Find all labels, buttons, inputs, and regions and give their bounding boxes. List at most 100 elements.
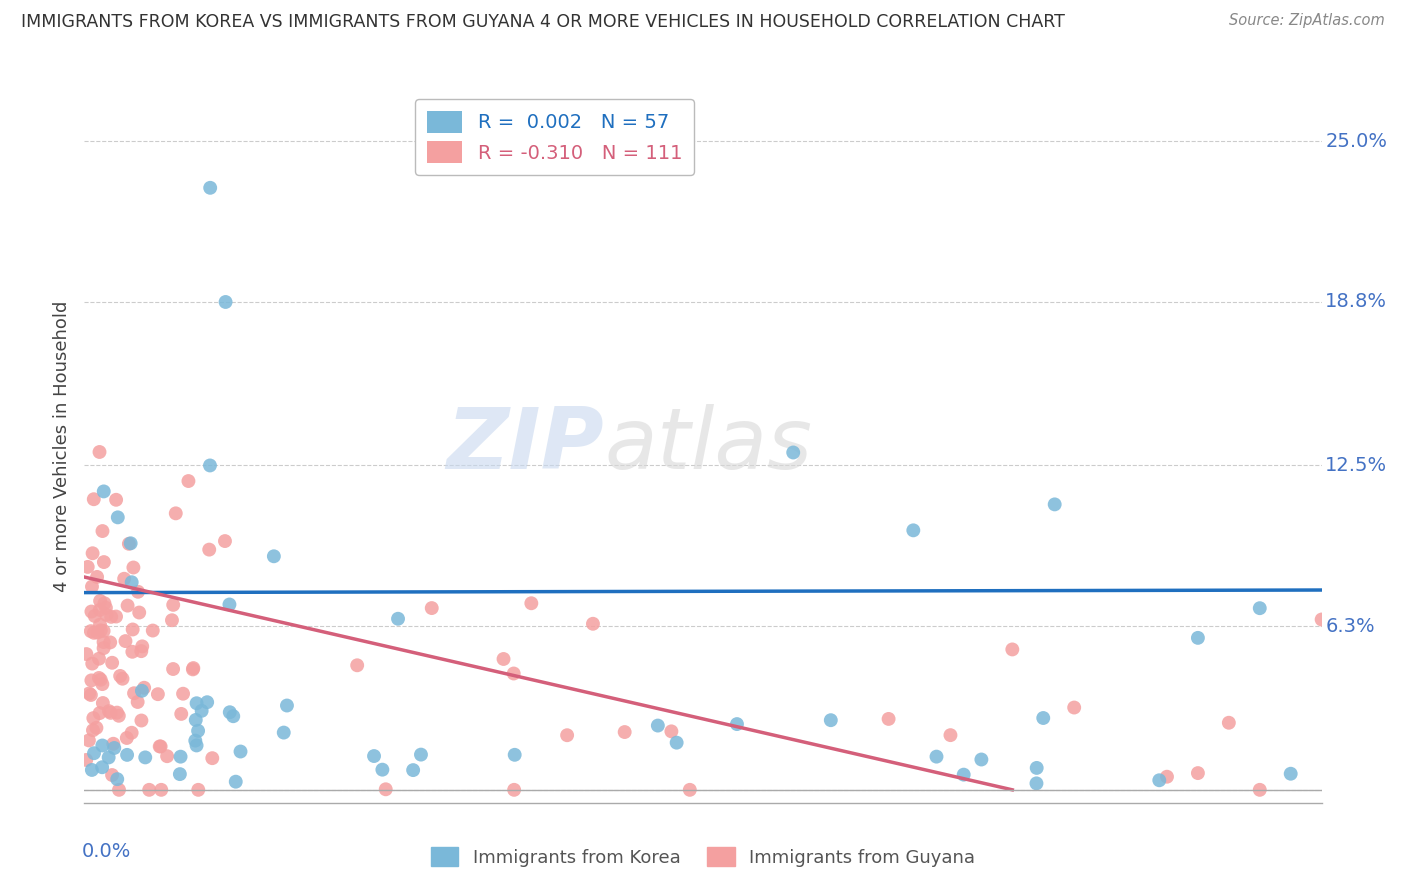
Point: [1218, 715, 1240, 730]
Point: [114, 634, 136, 648]
Point: [387, 612, 409, 626]
Point: [420, 601, 443, 615]
Point: [186, 739, 208, 753]
Point: [184, 733, 207, 747]
Point: [93, 635, 115, 649]
Text: 0.0%: 0.0%: [82, 842, 131, 861]
Point: [820, 713, 842, 727]
Point: [409, 747, 432, 762]
Point: [214, 295, 236, 310]
Point: [75, 753, 97, 767]
Point: [76, 560, 98, 574]
Point: [82, 723, 104, 738]
Point: [82, 657, 104, 671]
Point: [939, 728, 962, 742]
Text: 6.3%: 6.3%: [1326, 617, 1375, 636]
Text: 18.8%: 18.8%: [1326, 293, 1388, 311]
Point: [97, 750, 120, 764]
Point: [925, 749, 948, 764]
Point: [105, 609, 128, 624]
Point: [121, 725, 143, 739]
Point: [89, 617, 111, 632]
Point: [100, 610, 122, 624]
Point: [77, 733, 100, 747]
Text: 12.5%: 12.5%: [1326, 456, 1388, 475]
Point: [86, 570, 108, 584]
Point: [103, 741, 125, 756]
Point: [181, 662, 204, 676]
Point: [1043, 497, 1066, 511]
Point: [187, 782, 209, 797]
Point: [105, 492, 128, 507]
Point: [1025, 761, 1047, 775]
Point: [138, 782, 160, 797]
Point: [105, 772, 128, 786]
Point: [276, 698, 298, 713]
Point: [186, 696, 208, 710]
Point: [1249, 782, 1271, 797]
Point: [91, 524, 114, 538]
Point: [503, 782, 526, 797]
Point: [160, 613, 183, 627]
Point: [90, 673, 112, 687]
Point: [127, 695, 149, 709]
Point: [1032, 711, 1054, 725]
Point: [111, 672, 134, 686]
Point: [162, 598, 184, 612]
Point: [402, 763, 425, 777]
Point: [647, 718, 669, 732]
Point: [952, 767, 974, 781]
Legend: Immigrants from Korea, Immigrants from Guyana: Immigrants from Korea, Immigrants from G…: [423, 840, 983, 874]
Point: [93, 624, 115, 638]
Point: [162, 662, 184, 676]
Point: [150, 782, 173, 797]
Point: [83, 609, 105, 624]
Point: [112, 572, 135, 586]
Text: IMMIGRANTS FROM KOREA VS IMMIGRANTS FROM GUYANA 4 OR MORE VEHICLES IN HOUSEHOLD : IMMIGRANTS FROM KOREA VS IMMIGRANTS FROM…: [21, 13, 1064, 31]
Point: [198, 458, 221, 473]
Point: [89, 603, 111, 617]
Point: [225, 774, 247, 789]
Point: [970, 752, 993, 766]
Point: [1063, 700, 1085, 714]
Point: [149, 739, 172, 754]
Point: [127, 584, 149, 599]
Point: [89, 706, 111, 720]
Point: [169, 767, 191, 781]
Point: [89, 445, 111, 459]
Point: [80, 624, 103, 639]
Text: atlas: atlas: [605, 404, 813, 488]
Point: [103, 737, 125, 751]
Point: [91, 739, 114, 753]
Point: [263, 549, 285, 564]
Point: [94, 600, 117, 615]
Point: [100, 706, 122, 720]
Point: [502, 666, 524, 681]
Point: [661, 724, 683, 739]
Point: [128, 606, 150, 620]
Text: Source: ZipAtlas.com: Source: ZipAtlas.com: [1229, 13, 1385, 29]
Point: [86, 625, 108, 640]
Point: [98, 704, 121, 718]
Point: [108, 782, 131, 797]
Point: [877, 712, 900, 726]
Point: [89, 594, 111, 608]
Point: [1279, 766, 1302, 780]
Point: [1249, 601, 1271, 615]
Point: [187, 723, 209, 738]
Point: [184, 713, 207, 727]
Point: [129, 644, 152, 658]
Point: [117, 599, 139, 613]
Y-axis label: 4 or more Vehicles in Household: 4 or more Vehicles in Household: [53, 301, 72, 591]
Point: [273, 725, 295, 739]
Point: [93, 555, 115, 569]
Point: [165, 506, 187, 520]
Point: [80, 605, 103, 619]
Point: [520, 596, 543, 610]
Point: [118, 537, 141, 551]
Point: [82, 711, 104, 725]
Legend: R =  0.002   N = 57, R = -0.310   N = 111: R = 0.002 N = 57, R = -0.310 N = 111: [415, 99, 693, 175]
Point: [198, 181, 221, 195]
Point: [218, 598, 240, 612]
Point: [134, 681, 156, 695]
